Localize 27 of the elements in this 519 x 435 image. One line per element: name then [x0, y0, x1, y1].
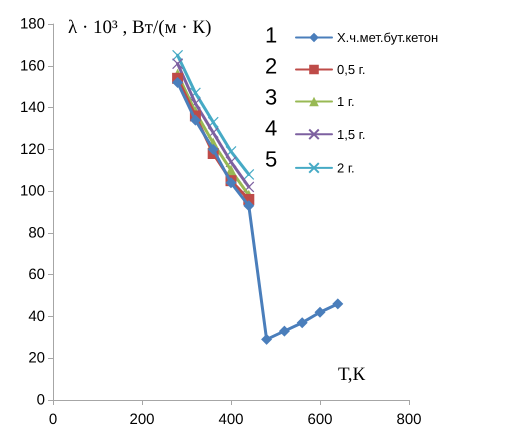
legend-label: 2 г. — [337, 160, 355, 176]
annotation: 3 — [265, 84, 278, 110]
annotation: 2 — [265, 54, 278, 78]
x-axis-title: Т,К — [338, 364, 366, 385]
y-tick-label: 80 — [28, 224, 45, 242]
y-tick-label: 120 — [20, 140, 45, 158]
legend-label: 0,5 г. — [337, 62, 366, 77]
y-tick-label: 40 — [28, 308, 45, 325]
y-tick-label: 60 — [28, 266, 45, 284]
annotation: 5 — [265, 146, 278, 172]
legend-label: 1 г. — [337, 94, 355, 109]
annotation: 1 — [265, 22, 278, 48]
x-tick-label: 0 — [48, 411, 58, 428]
legend-label: 1,5 г. — [337, 126, 366, 142]
y-tick-label: 180 — [20, 16, 45, 32]
y-tick-label: 20 — [28, 350, 45, 367]
annotation: 4 — [265, 116, 278, 140]
legend-label: Х.ч.мет.бут.кетон — [337, 30, 438, 45]
x-tick-label: 600 — [307, 411, 333, 428]
x-tick-label: 800 — [396, 411, 422, 428]
y-tick-label: 0 — [36, 392, 45, 408]
y-tick-label: 100 — [20, 182, 45, 200]
x-tick-label: 400 — [218, 411, 244, 428]
x-tick-label: 200 — [129, 411, 155, 428]
y-tick-label: 160 — [20, 57, 45, 74]
y-axis-title: λ · 10³ , Вт/(м · К) — [68, 17, 212, 38]
y-tick-label: 140 — [20, 99, 45, 116]
